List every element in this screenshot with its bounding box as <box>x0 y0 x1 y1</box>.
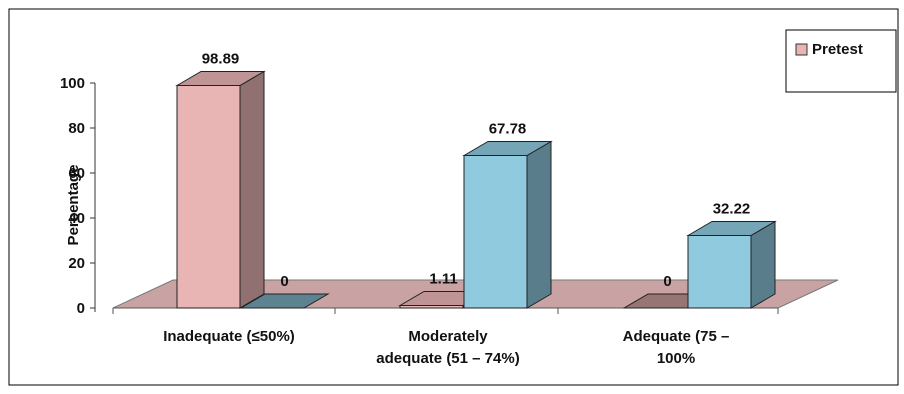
legend-label-pretest: Pretest <box>812 41 863 58</box>
data-label: 32.22 <box>713 201 751 218</box>
y-tick-label: 40 <box>68 210 85 227</box>
bar-front <box>687 235 752 309</box>
bar-top <box>175 70 266 86</box>
bar-front <box>463 154 528 309</box>
x-category-label: adequate (51 – 74%) <box>376 350 519 367</box>
bar-side <box>239 70 265 309</box>
y-tick-label: 0 <box>77 300 85 317</box>
legend-swatch-pretest <box>795 43 808 56</box>
y-tick-label: 80 <box>68 120 85 137</box>
bar-front <box>176 84 241 309</box>
y-tick-label: 60 <box>68 165 85 182</box>
x-category-label: Moderately <box>408 328 488 345</box>
bar-side <box>750 220 776 309</box>
x-category-label: Adequate (75 – <box>623 328 730 345</box>
x-category-label: Inadequate (≤50%) <box>163 328 295 345</box>
x-category-label: 100% <box>657 350 695 367</box>
bar-side <box>526 140 552 309</box>
data-label: 98.89 <box>202 50 240 67</box>
y-tick-label: 20 <box>68 255 85 272</box>
legend-box <box>785 29 897 93</box>
y-tick-label: 100 <box>60 75 85 92</box>
bar-top <box>462 140 553 156</box>
data-label: 0 <box>663 273 671 290</box>
data-label: 1.11 <box>429 271 457 288</box>
chart-frame <box>8 8 899 386</box>
bar-top <box>686 221 777 237</box>
y-axis-title: Percentage <box>65 165 82 246</box>
data-label: 0 <box>280 273 288 290</box>
data-label: 67.78 <box>489 120 527 137</box>
bar-top <box>239 293 330 309</box>
